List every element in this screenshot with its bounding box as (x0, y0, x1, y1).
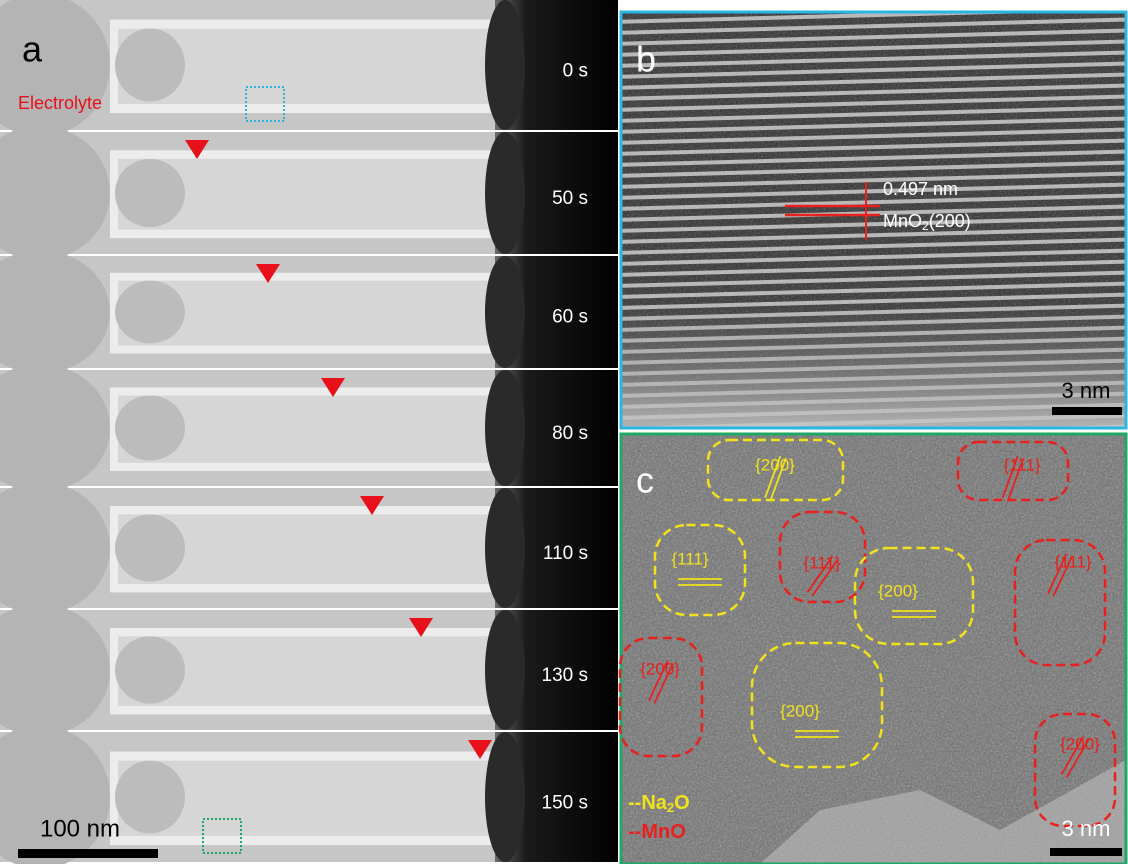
scale-bar (18, 849, 158, 858)
time-label: 60 s (552, 307, 588, 328)
tip-round (485, 488, 525, 608)
tip-round (485, 610, 525, 730)
legend-entry: --Na2O (628, 792, 690, 815)
scale-bar (1052, 407, 1122, 415)
plane-rest: (200) (929, 211, 971, 231)
scale-bar-label: 3 nm (1062, 378, 1111, 403)
plane-main: MnO (883, 211, 922, 231)
legend-sub: 2 (667, 800, 674, 815)
scale-bar-label: 3 nm (1062, 816, 1111, 841)
panel-a: 0 s 50 s 60 s 80 s 110 s 130 s 150 s a Electroly… (0, 0, 618, 864)
time-label: 110 s (543, 543, 588, 564)
frame: 150 s (0, 726, 618, 864)
region-label: {111} (671, 549, 709, 568)
frame: 60 s (0, 250, 618, 373)
time-label: 50 s (552, 188, 588, 209)
rod-end (115, 281, 185, 344)
region-label: {200} (878, 581, 918, 600)
region-label: {200} (780, 701, 820, 720)
frame: 130 s (0, 604, 618, 736)
rod-end (115, 514, 185, 581)
tip-round (485, 256, 525, 368)
tip-round (485, 370, 525, 486)
tip-round (485, 132, 525, 254)
legend-entry: --MnO (628, 821, 686, 843)
frame: 80 s (0, 364, 618, 492)
time-label: 0 s (563, 61, 588, 82)
spacing-label: 0.497 nm (883, 179, 958, 199)
time-label: 150 s (542, 793, 588, 814)
b-fade (621, 12, 1126, 428)
frame: 50 s (0, 126, 618, 260)
time-label: 80 s (552, 423, 588, 444)
panel-label: a (22, 29, 43, 70)
region-label: {111} (1003, 455, 1041, 474)
figure: 0 s 50 s 60 s 80 s 110 s 130 s 150 s a Electroly… (0, 0, 1128, 864)
rod-end (115, 159, 185, 227)
rod-end (115, 761, 185, 834)
electrolyte-label: Electrolyte (18, 93, 102, 113)
rod-end (115, 29, 185, 102)
panel-label: c (636, 460, 654, 501)
panel-c: c{200}{111}{111}{111}{200}{111}{200}{200… (620, 434, 1126, 864)
panel-label: b (636, 39, 656, 80)
legend-main: --Na (628, 792, 668, 814)
time-label: 130 s (542, 665, 588, 686)
frame: 110 s (0, 482, 618, 614)
region-label: {200} (1060, 734, 1100, 753)
legend-main: --MnO (628, 821, 686, 843)
scale-bar-label: 100 nm (40, 815, 120, 842)
tip-round (485, 732, 525, 862)
tip-round (485, 0, 525, 130)
frame: 0 s (0, 0, 618, 137)
scale-bar (1050, 848, 1122, 856)
rod-end (115, 396, 185, 461)
rod-end (115, 636, 185, 703)
legend-rest: O (674, 792, 690, 814)
